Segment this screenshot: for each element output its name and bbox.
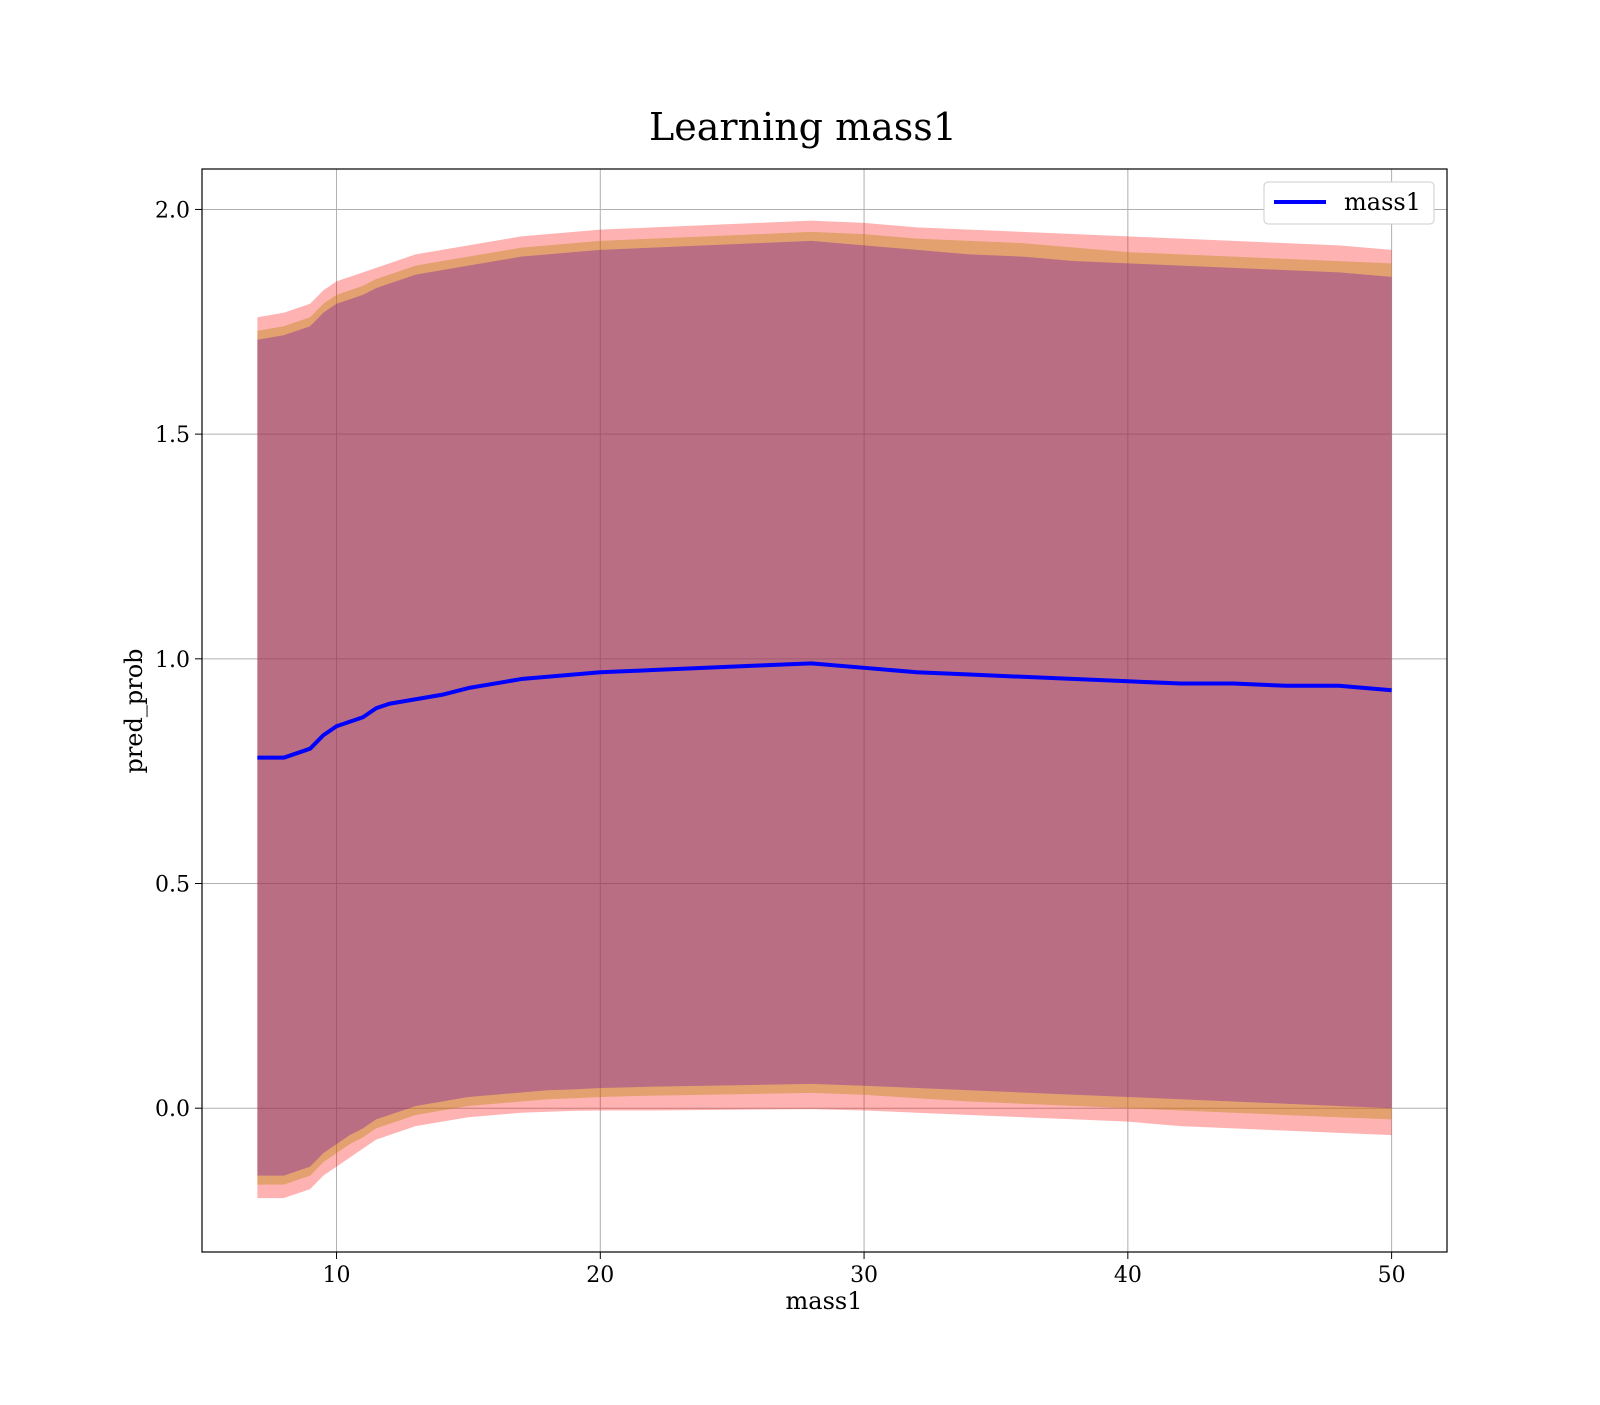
legend-box	[1263, 181, 1435, 225]
x-tick-label: 50	[1378, 1263, 1406, 1288]
y-axis-label: pred_prob	[120, 648, 148, 773]
line-layer	[257, 661, 1392, 760]
x-tick-label: 20	[586, 1263, 614, 1288]
band-layer	[257, 220, 1392, 1199]
x-tick-label: 40	[1114, 1263, 1142, 1288]
legend: mass1	[1263, 181, 1435, 225]
series-line-mass1	[257, 661, 1392, 760]
confidence-band-1	[257, 231, 1392, 1185]
x-axis-label: mass1	[786, 1287, 863, 1315]
y-tick-label: 1.5	[155, 423, 190, 448]
y-tick-label: 0.5	[155, 873, 190, 898]
x-tick-label: 10	[323, 1263, 351, 1288]
y-tick-label: 2.0	[155, 198, 190, 223]
grid-layer	[202, 169, 1447, 1252]
chart-title: Learning mass1	[649, 105, 957, 149]
y-tick-label: 0.0	[155, 1097, 190, 1122]
x-tick-label: 30	[850, 1263, 878, 1288]
y-tick-label: 1.0	[155, 648, 190, 673]
legend-label-mass1: mass1	[1344, 188, 1421, 216]
x-axis-ticks: 10 20 30 40 50	[323, 1252, 1406, 1288]
confidence-band-0	[257, 220, 1392, 1199]
y-axis-ticks: 0.0 0.5 1.0 1.5 2.0	[155, 198, 202, 1122]
plot-frame	[201, 168, 1448, 1253]
confidence-band-2	[257, 240, 1392, 1176]
